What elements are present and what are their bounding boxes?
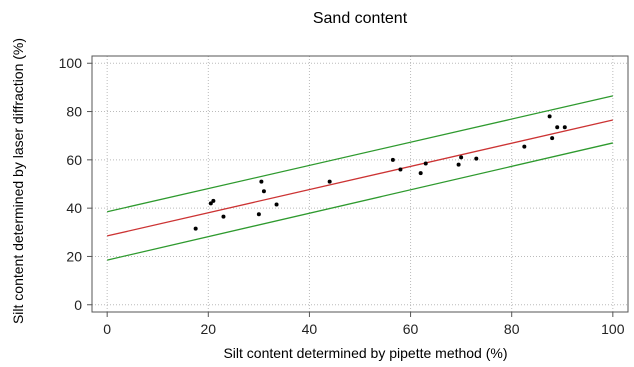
data-points xyxy=(193,114,567,231)
x-tick-label: 0 xyxy=(103,321,111,337)
grid-lines xyxy=(92,56,628,312)
regression-line xyxy=(107,119,613,237)
chart-title: Sand content xyxy=(312,10,408,27)
data-point xyxy=(459,155,464,160)
data-point xyxy=(423,161,428,166)
x-tick-label: 20 xyxy=(201,321,217,337)
data-point xyxy=(555,125,560,130)
fit-lines xyxy=(107,95,613,261)
data-point xyxy=(274,202,279,207)
data-point xyxy=(211,198,216,203)
y-tick-label: 60 xyxy=(66,152,82,168)
y-tick-label: 0 xyxy=(74,297,82,313)
data-point xyxy=(256,212,261,217)
lower-band-line xyxy=(107,142,613,261)
y-tick-label: 20 xyxy=(66,248,82,264)
x-tick-label: 80 xyxy=(504,321,520,337)
data-point xyxy=(208,201,213,206)
data-point xyxy=(193,226,198,231)
data-point xyxy=(398,167,403,172)
data-point xyxy=(562,125,567,130)
data-point xyxy=(456,162,461,167)
plot-frame xyxy=(91,55,629,313)
data-point xyxy=(550,136,555,141)
axis-ticks: 0 20 40 60 80 100 0 20 40 60 80 100 xyxy=(59,55,625,337)
x-tick-label: 100 xyxy=(601,321,625,337)
data-point xyxy=(221,214,226,219)
data-point xyxy=(474,156,479,161)
data-point xyxy=(522,144,527,149)
upper-band-line xyxy=(107,95,613,213)
data-point xyxy=(259,179,264,184)
y-tick-label: 100 xyxy=(59,55,83,71)
data-point xyxy=(547,114,552,119)
y-tick-label: 80 xyxy=(66,104,82,120)
data-point xyxy=(327,179,332,184)
x-tick-label: 40 xyxy=(302,321,318,337)
x-axis-title: Silt content determined by pipette metho… xyxy=(223,345,508,361)
x-tick-label: 60 xyxy=(403,321,419,337)
data-point xyxy=(261,189,266,194)
y-tick-label: 40 xyxy=(66,200,82,216)
data-point xyxy=(418,171,423,176)
data-point xyxy=(390,157,395,162)
